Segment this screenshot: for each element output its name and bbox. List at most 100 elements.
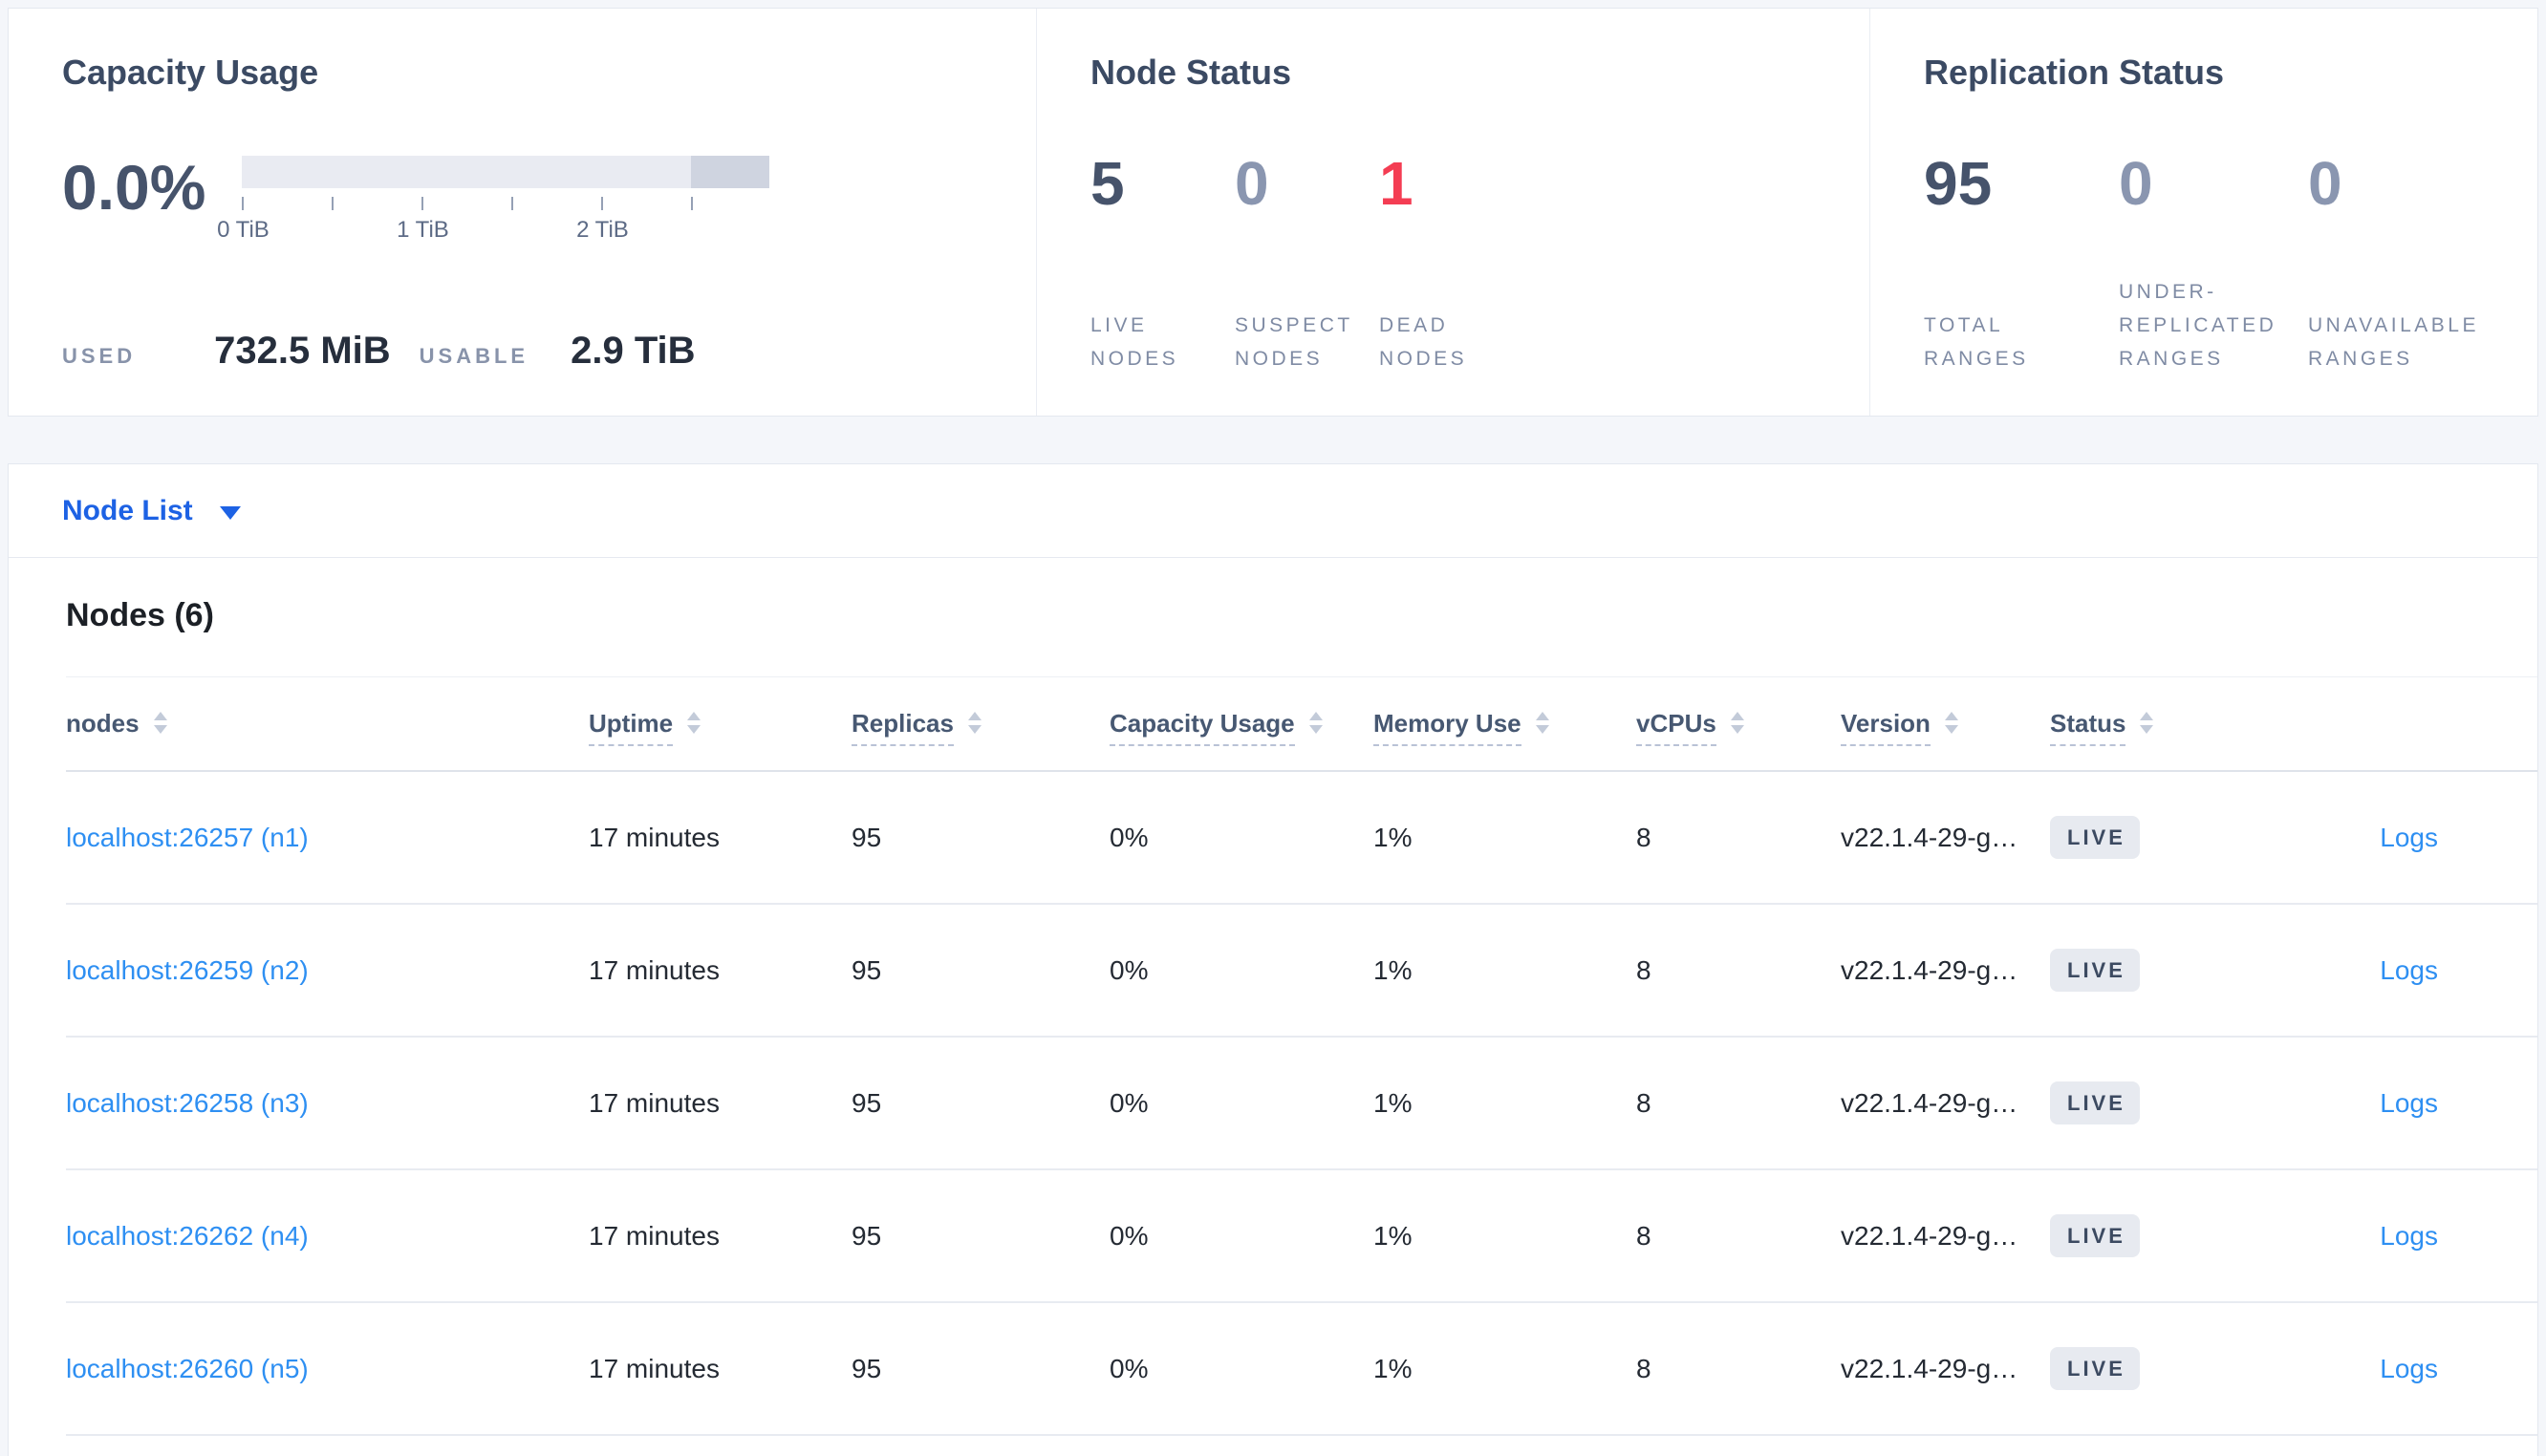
under-replicated-ranges-stat: 0 UNDER-REPLICATED RANGES <box>2119 140 2308 375</box>
nodes-table-section: Nodes (6) nodes Uptime Replicas Capacity… <box>9 558 2537 1436</box>
sort-icon[interactable] <box>967 711 982 734</box>
logs-link[interactable]: Logs <box>2380 1220 2438 1251</box>
column-header-nodes-label[interactable]: nodes <box>66 709 140 738</box>
node-list-view-dropdown[interactable]: Node List <box>9 464 2537 558</box>
logs-link[interactable]: Logs <box>2380 1353 2438 1383</box>
live-nodes-stat: 5 LIVE NODES <box>1090 140 1235 375</box>
memory-cell: 1% <box>1373 1353 1413 1383</box>
uptime-cell: 17 minutes <box>589 1353 720 1383</box>
live-nodes-label: LIVE NODES <box>1090 314 1179 370</box>
column-header-replicas[interactable]: Replicas <box>852 709 1110 746</box>
replicas-cell: 95 <box>852 1087 882 1118</box>
replicas-cell: 95 <box>852 822 882 852</box>
vcpus-cell: 8 <box>1636 822 1651 852</box>
column-header-capacity-usage-label[interactable]: Capacity Usage <box>1110 709 1295 746</box>
status-badge: LIVE <box>2050 1347 2140 1390</box>
column-header-capacity-usage[interactable]: Capacity Usage <box>1110 709 1373 746</box>
unavailable-ranges-label: UNAVAILABLE RANGES <box>2308 314 2479 370</box>
table-row: localhost:26262 (n4) 17 minutes 95 0% 1%… <box>66 1170 2537 1303</box>
status-badge: LIVE <box>2050 949 2140 992</box>
replicas-cell: 95 <box>852 954 882 985</box>
node-link[interactable]: localhost:26258 (n3) <box>66 1087 309 1118</box>
replication-stats: 95 TOTAL RANGES 0 UNDER-REPLICATED RANGE… <box>1924 140 2537 375</box>
version-cell: v22.1.4-29-g… <box>1841 1087 2018 1118</box>
column-header-vcpus[interactable]: vCPUs <box>1636 709 1841 746</box>
column-header-memory-use-label[interactable]: Memory Use <box>1373 709 1521 746</box>
replication-status-title: Replication Status <box>1924 53 2225 92</box>
memory-cell: 1% <box>1373 1220 1413 1251</box>
status-badge: LIVE <box>2050 1081 2140 1124</box>
node-link[interactable]: localhost:26257 (n1) <box>66 822 309 852</box>
node-link[interactable]: localhost:26259 (n2) <box>66 954 309 985</box>
memory-cell: 1% <box>1373 954 1413 985</box>
version-cell: v22.1.4-29-g… <box>1841 1220 2018 1251</box>
suspect-nodes-stat: 0 SUSPECT NODES <box>1235 140 1379 375</box>
capacity-cell: 0% <box>1110 1220 1149 1251</box>
capacity-usage-title: Capacity Usage <box>62 53 319 92</box>
usable-label: USABLE <box>419 344 529 368</box>
sort-icon[interactable] <box>687 711 701 734</box>
logs-link[interactable]: Logs <box>2380 1087 2438 1118</box>
column-header-status-label[interactable]: Status <box>2050 709 2126 746</box>
vcpus-cell: 8 <box>1636 1220 1651 1251</box>
memory-cell: 1% <box>1373 822 1413 852</box>
nodes-table: nodes Uptime Replicas Capacity Usage Mem… <box>66 676 2537 1436</box>
column-header-uptime-label[interactable]: Uptime <box>589 709 674 746</box>
node-list-dropdown-label[interactable]: Node List <box>62 494 193 526</box>
capacity-usage-bar-chart: 0 TiB 1 TiB 2 TiB <box>217 154 770 246</box>
capacity-usage-chart-row: 0.0% 0 TiB 1 TiB 2 TiB <box>62 154 1036 246</box>
capacity-cell: 0% <box>1110 954 1149 985</box>
node-status-stats: 5 LIVE NODES 0 SUSPECT NODES 1 DEAD NODE… <box>1090 140 1869 375</box>
tick-mark <box>511 197 514 210</box>
capacity-usage-percent: 0.0% <box>62 152 206 223</box>
cluster-summary-panel: Capacity Usage 0.0% 0 TiB 1 TiB <box>8 8 2538 417</box>
version-cell: v22.1.4-29-g… <box>1841 954 2018 985</box>
sort-icon[interactable] <box>153 711 167 734</box>
node-status-section: Node Status 5 LIVE NODES 0 SUSPECT NODES… <box>1037 9 1870 416</box>
uptime-cell: 17 minutes <box>589 1087 720 1118</box>
node-status-title: Node Status <box>1090 53 1292 92</box>
dead-nodes-label: DEAD NODES <box>1379 314 1468 370</box>
node-link[interactable]: localhost:26260 (n5) <box>66 1353 309 1383</box>
unavailable-ranges-stat: 0 UNAVAILABLE RANGES <box>2308 140 2537 375</box>
capacity-used-usable-row: USED 732.5 MiB USABLE 2.9 TiB <box>62 330 1036 373</box>
sort-icon[interactable] <box>1944 711 1958 734</box>
under-replicated-ranges-value: 0 <box>2119 149 2153 218</box>
under-replicated-ranges-label: UNDER-REPLICATED RANGES <box>2119 281 2277 370</box>
sort-icon[interactable] <box>1730 711 1744 734</box>
dead-nodes-stat: 1 DEAD NODES <box>1379 140 1523 375</box>
capacity-usage-section: Capacity Usage 0.0% 0 TiB 1 TiB <box>9 9 1037 416</box>
vcpus-cell: 8 <box>1636 954 1651 985</box>
used-value: 732.5 MiB <box>214 330 391 372</box>
status-badge: LIVE <box>2050 1214 2140 1257</box>
capacity-cell: 0% <box>1110 1353 1149 1383</box>
capacity-cell: 0% <box>1110 822 1149 852</box>
chevron-down-icon <box>219 505 241 520</box>
tick-label: 2 TiB <box>576 217 629 243</box>
column-header-nodes[interactable]: nodes <box>66 709 589 739</box>
total-ranges-stat: 95 TOTAL RANGES <box>1924 140 2119 375</box>
memory-cell: 1% <box>1373 1087 1413 1118</box>
logs-link[interactable]: Logs <box>2380 954 2438 985</box>
tick-mark <box>691 197 694 210</box>
column-header-uptime[interactable]: Uptime <box>589 709 852 746</box>
column-header-version[interactable]: Version <box>1841 709 2050 746</box>
column-header-status[interactable]: Status <box>2050 709 2256 746</box>
column-header-vcpus-label[interactable]: vCPUs <box>1636 709 1716 746</box>
column-header-version-label[interactable]: Version <box>1841 709 1931 746</box>
capacity-bar-ticks <box>242 197 769 211</box>
column-header-replicas-label[interactable]: Replicas <box>852 709 954 746</box>
node-link[interactable]: localhost:26262 (n4) <box>66 1220 309 1251</box>
sort-icon[interactable] <box>2140 711 2154 734</box>
total-ranges-value: 95 <box>1924 149 1993 218</box>
capacity-bar-tick-labels: 0 TiB 1 TiB 2 TiB <box>217 217 769 246</box>
tick-label: 1 TiB <box>397 217 449 243</box>
usable-value: 2.9 TiB <box>571 330 696 372</box>
replication-status-section: Replication Status 95 TOTAL RANGES 0 UND… <box>1870 9 2537 416</box>
sort-icon[interactable] <box>1308 711 1323 734</box>
sort-icon[interactable] <box>1535 711 1549 734</box>
tick-mark <box>601 197 604 210</box>
column-header-memory-use[interactable]: Memory Use <box>1373 709 1636 746</box>
tick-mark <box>332 197 334 210</box>
logs-link[interactable]: Logs <box>2380 822 2438 852</box>
